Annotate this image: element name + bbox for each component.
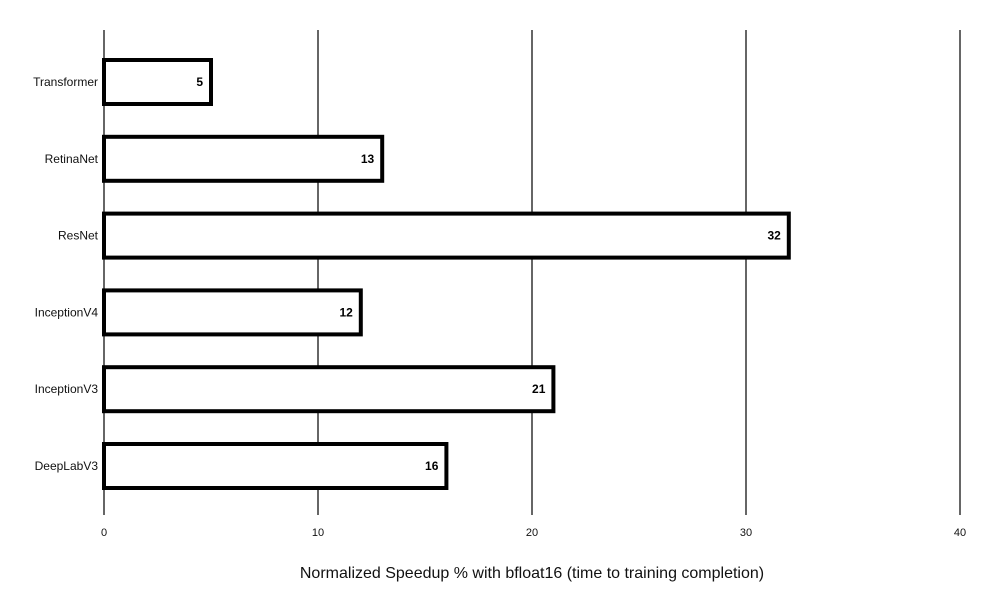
category-label: InceptionV3	[35, 382, 99, 396]
category-labels: Transformer RetinaNet ResNet InceptionV4 Inc…	[33, 75, 99, 473]
data-label: 21	[532, 382, 546, 396]
data-label: 32	[767, 229, 781, 243]
bars: 5 13 32 12 21 16	[102, 58, 791, 490]
bar-inceptionv4	[102, 288, 363, 337]
bar-deeplabv3	[102, 442, 449, 490]
bar-inceptionv3	[102, 365, 556, 414]
x-tick-labels: 0 10 20 30 40	[101, 527, 966, 539]
category-label: ResNet	[58, 229, 99, 243]
x-tick-label: 40	[954, 527, 966, 539]
bar-retinanet	[102, 134, 385, 183]
bar-resnet	[102, 211, 791, 260]
data-label: 13	[361, 152, 375, 166]
x-tick-label: 0	[101, 527, 107, 539]
category-label: InceptionV4	[35, 305, 99, 319]
category-label: Transformer	[33, 75, 98, 89]
data-label: 5	[196, 75, 203, 89]
x-tick-label: 10	[312, 527, 324, 539]
x-tick-label: 30	[740, 527, 752, 539]
category-label: DeepLabV3	[35, 459, 99, 473]
data-label: 12	[339, 305, 353, 319]
gridlines	[103, 30, 961, 515]
bar-transformer	[102, 58, 213, 106]
category-label: RetinaNet	[45, 152, 99, 166]
x-tick-label: 20	[526, 527, 538, 539]
data-label: 16	[425, 459, 439, 473]
x-axis-title: Normalized Speedup % with bfloat16 (time…	[300, 565, 764, 582]
